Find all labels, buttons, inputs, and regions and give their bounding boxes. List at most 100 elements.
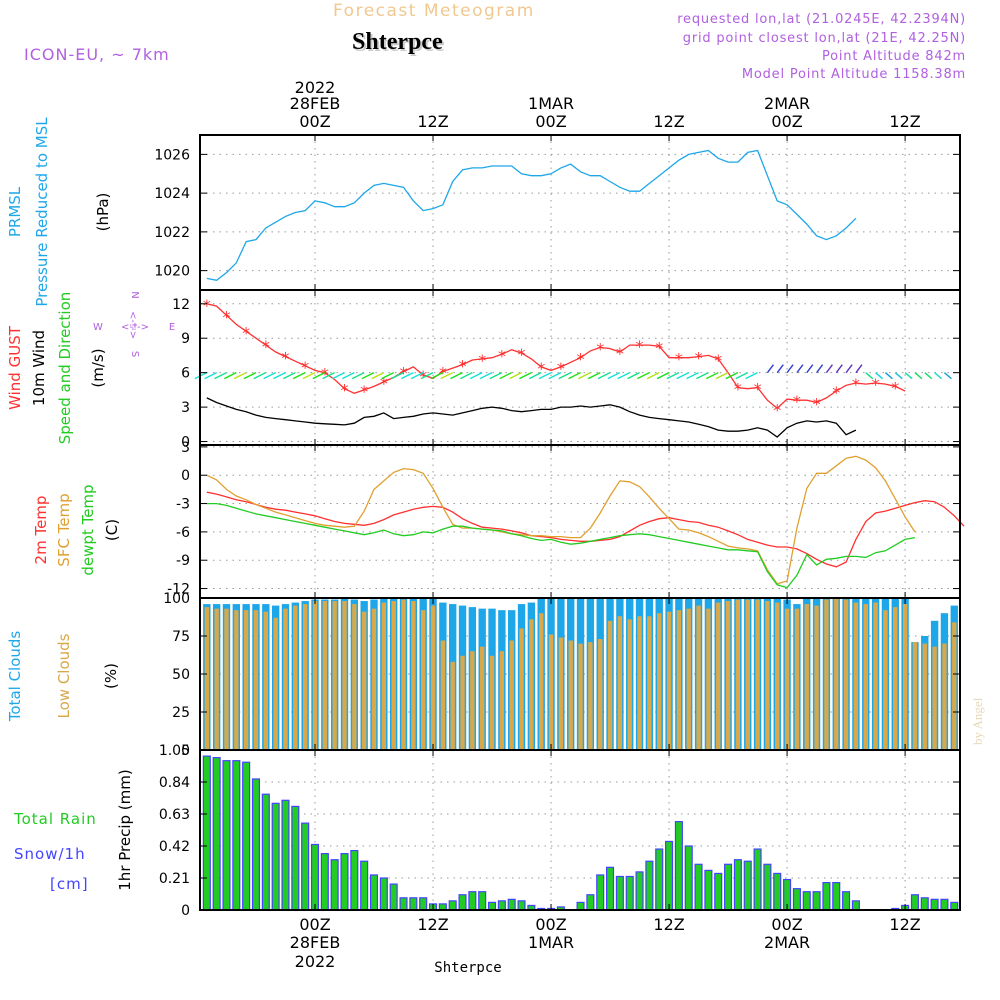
wind-direction-arrow	[656, 372, 670, 380]
top-hour-label: 00Z	[771, 112, 802, 131]
low-cloud-bar	[607, 620, 613, 750]
bottom-date-label: 2MAR	[764, 933, 810, 952]
y-tick-label: 0	[181, 903, 190, 919]
wind-direction-arrow	[884, 372, 893, 380]
wind-direction-arrow	[745, 372, 758, 380]
wind-direction-arrow	[725, 372, 739, 380]
compass-horizontal: <-!->	[121, 322, 149, 333]
wind-direction-arrow	[499, 372, 513, 380]
gust-marker: *	[360, 382, 368, 401]
y-tick-label: -9	[176, 553, 190, 569]
low-cloud-bar	[745, 599, 750, 750]
pressure-panel-frame	[199, 134, 961, 291]
wind-direction-arrow	[776, 364, 784, 374]
y-tick-label: 0.21	[159, 871, 190, 887]
y-tick-label: 75	[172, 629, 190, 645]
model-label: ICON-EU, ~ 7km	[24, 45, 170, 64]
low-cloud-bar	[302, 604, 308, 750]
wind-direction-arrow	[538, 372, 552, 380]
low-cloud-bar	[293, 605, 298, 750]
top-hour-label: 00Z	[299, 112, 330, 131]
low-cloud-bar	[932, 646, 937, 750]
wind-direction-arrow	[646, 372, 660, 380]
rain-bar	[497, 900, 506, 911]
wind-direction-arrow	[894, 372, 903, 380]
wind-direction-arrow	[766, 364, 774, 374]
low-cloud-bar	[902, 604, 908, 750]
rain-bar	[212, 757, 221, 911]
gust-marker: *	[832, 383, 840, 402]
wind-direction-arrow	[204, 372, 217, 380]
gust-marker: *	[281, 349, 289, 368]
wind-direction-arrow	[361, 372, 375, 380]
low-cloud-bar	[912, 642, 918, 750]
wind-direction-arrow	[351, 372, 365, 380]
y-tick-label: 0.42	[159, 839, 190, 855]
y-tick-label: -12	[167, 582, 190, 598]
low-cloud-bar	[470, 651, 475, 750]
wind-direction-arrow	[934, 372, 943, 380]
pressure-unit: (hPa)	[94, 193, 112, 232]
wind-direction-arrow	[607, 372, 621, 380]
low-cloud-bar	[784, 608, 790, 750]
wind-direction-arrow	[283, 372, 296, 380]
rain-bar	[310, 843, 320, 911]
rain-bar	[802, 891, 811, 911]
model-altitude: Model Point Altitude 1158.38m	[742, 67, 966, 82]
rain-bar	[222, 760, 231, 911]
footer-station: Shterpce	[434, 960, 501, 976]
compass-north: N	[129, 291, 140, 298]
rain-bar	[271, 802, 280, 911]
rain-bar	[812, 891, 821, 911]
low-cloud-bar	[952, 622, 957, 750]
low-cloud-bar	[558, 637, 564, 750]
wind-direction-arrow	[637, 372, 650, 380]
wind-direction-arrow	[558, 372, 572, 380]
rain-bar	[606, 866, 615, 911]
compass-west: W	[93, 322, 103, 333]
rain-bar	[468, 891, 477, 911]
wind-direction-arrow	[816, 364, 824, 374]
gust-marker: *	[577, 350, 585, 369]
rain-bar	[920, 897, 929, 911]
gust-marker: *	[203, 296, 211, 315]
bottom-hour-label: 00Z	[299, 915, 330, 934]
y-tick-label: 1022	[154, 225, 190, 241]
low-cloud-bar	[853, 602, 859, 750]
rain-bar	[202, 755, 211, 911]
y-tick-label: 9	[181, 331, 190, 347]
low-cloud-bar	[263, 611, 269, 750]
top-hour-label: 12Z	[653, 112, 684, 131]
top-hour-label: 00Z	[535, 112, 566, 131]
wind-direction-arrow	[332, 372, 345, 380]
wind-direction-arrow	[312, 372, 326, 380]
gust-marker: *	[773, 400, 781, 419]
wind-direction-arrow	[273, 372, 286, 380]
bottom-hour-label: 00Z	[535, 915, 566, 934]
low-cloud-bar	[401, 599, 406, 750]
wind-direction-arrow	[875, 372, 884, 380]
gust-marker: *	[695, 349, 703, 368]
low-cloud-bar	[627, 619, 632, 750]
rain-bar	[684, 845, 693, 911]
rain-bar	[596, 874, 605, 911]
low-cloud-bar	[332, 601, 337, 750]
wind-direction-arrow	[943, 372, 952, 380]
rain-bar	[635, 871, 644, 911]
rain-bar	[320, 853, 329, 911]
wind-direction-arrow	[786, 364, 794, 374]
low-cloud-bar	[312, 601, 318, 750]
y-tick-label: 1024	[154, 186, 190, 202]
low-cloud-bar	[676, 610, 682, 750]
low-cloud-bar	[588, 642, 593, 750]
wind-direction-arrow	[292, 372, 306, 380]
wind10m-line	[206, 397, 857, 438]
rain-bar	[665, 840, 674, 911]
gust-marker: *	[636, 337, 644, 356]
low-cloud-bar	[598, 639, 603, 750]
wind-direction-arrow	[735, 372, 749, 380]
frame-layer	[199, 134, 961, 911]
low-cloud-bar	[863, 604, 868, 750]
gust-marker: *	[754, 380, 762, 399]
wind-direction-arrow	[243, 372, 257, 380]
